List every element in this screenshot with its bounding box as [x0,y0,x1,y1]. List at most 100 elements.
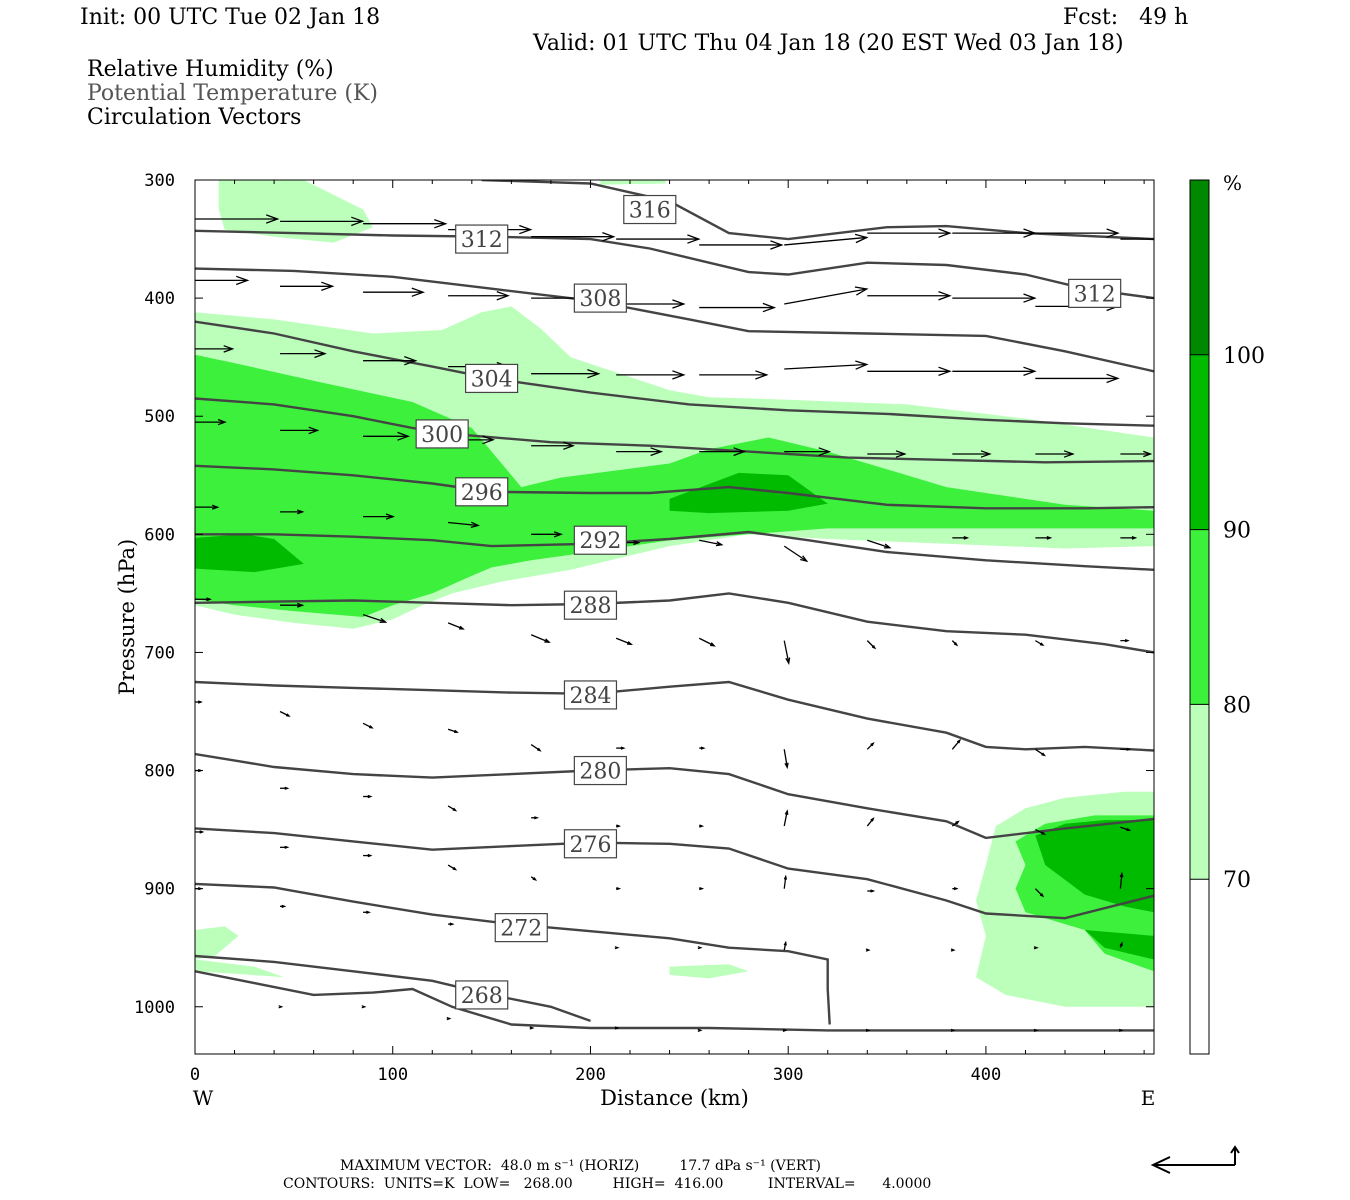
theta-contour [195,752,1154,840]
vector-head [351,216,365,227]
vector-head [544,638,551,643]
vector-head [314,349,327,359]
vector-head [361,1005,367,1009]
vector-head [784,762,789,770]
circulation-vector [279,710,291,717]
circulation-vector [1035,640,1045,647]
theta-contour-label-box [623,194,677,225]
vector-head [199,830,205,834]
vector-head [733,447,747,457]
vector-head [452,807,458,812]
circulation-vector [699,370,769,380]
theta-contour-label: 292 [579,529,621,554]
circulation-vector [195,504,220,510]
theta-contour [195,592,1154,654]
theta-contour [195,680,1154,752]
vector-head [296,509,305,515]
theta-contour-label-box [573,525,627,555]
vector-head [1126,827,1132,831]
circulation-vector [867,228,952,238]
vector-head [397,431,410,441]
vector-head [784,809,789,815]
vector-head [1041,752,1046,757]
circulation-vector [280,349,327,359]
rh-shading-region [1084,930,1154,960]
vector-head [1143,450,1153,458]
circulation-vector [866,817,875,827]
circulation-vector [1035,829,1047,835]
vector-head [452,866,458,871]
y-tick-label: 700 [144,643,175,663]
vector-head [449,922,455,926]
circulation-vector [447,622,465,630]
vector-head [1131,535,1138,540]
vector-head [870,889,876,893]
y-tick-label: 400 [144,289,175,309]
theta-contour-label: 300 [421,423,463,448]
circulation-vector [783,545,809,563]
vector-head [672,299,686,309]
vector-head [616,886,622,891]
circulation-vector [1120,826,1132,831]
circulation-vector [280,426,320,435]
vector-head [938,228,952,238]
vector-shaft [699,539,722,546]
circulation-vector [362,722,374,729]
circulation-vector [699,240,784,250]
circulation-vector [448,290,510,301]
field-potential-temperature: Potential Temperature (K) [87,81,378,106]
vector-head [1126,747,1132,751]
max-vector-note: MAXIMUM VECTOR: 48.0 m s⁻¹ (HORIZ) 17.7 … [340,1158,822,1174]
theta-contour-label-box [455,477,509,507]
vector-head [284,786,290,790]
circulation-vector [784,447,832,457]
vector-head [627,641,633,646]
colorbar-level-label: 90 [1223,519,1251,544]
circulation-vector [1118,1028,1124,1033]
vector-shaft [447,622,464,630]
theta-contour-label-box [1068,278,1122,308]
vector-head [285,713,291,717]
circulation-vector [867,290,952,301]
theta-contour-label: 296 [461,481,503,506]
y-tick-label: 1000 [134,998,175,1018]
vector-head [223,345,235,353]
vector-head [563,441,575,450]
vector-head [197,700,203,704]
circulation-vector [530,744,542,752]
vector-head [697,946,703,950]
vector-head [1041,831,1047,835]
circulation-vector [363,355,418,366]
theta-contour-label: 272 [500,917,542,942]
theta-contour [195,827,1154,920]
vector-head [865,948,871,952]
vector-shaft [1119,873,1123,889]
circulation-vector [448,922,455,926]
vector-head [614,1026,620,1030]
x-tick-label: 200 [575,1065,606,1085]
vector-head [482,435,496,445]
vector-head [953,642,959,647]
circulation-vector [278,1005,284,1009]
theta-contour-label-box [573,755,627,786]
vector-head [633,540,641,546]
vector-head [980,450,992,458]
circulation-vector [697,946,703,950]
vector-head [870,817,875,822]
vector-head [532,877,538,881]
vector-head [496,290,510,301]
circulation-vector [614,946,620,950]
vector-head [446,1016,452,1021]
circulation-vector [280,845,290,849]
vector-head [1046,535,1053,540]
theta-contour-label: 276 [569,833,611,858]
vector-head [762,302,777,313]
vector-head [284,845,290,849]
rh-shading-region [195,926,239,960]
circulation-vector [280,786,290,790]
circulation-vector [361,1005,367,1009]
circulation-vector [783,940,787,951]
theta-contour [195,397,1154,464]
rh-shading-region [195,534,304,573]
theta-contour-label: 312 [1074,282,1116,307]
